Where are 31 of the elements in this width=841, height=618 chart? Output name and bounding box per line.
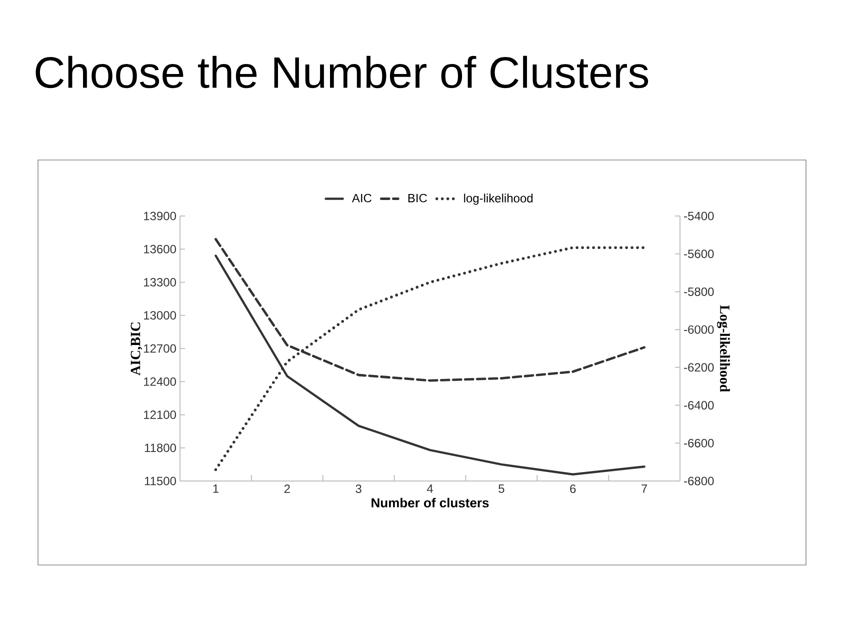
- y2-tick-label: -5400: [684, 212, 714, 220]
- y2-tick-label: -6400: [684, 401, 714, 410]
- chart-title: Choose the Number of Clusters: [36, 56, 648, 88]
- y-tick-label: 13900: [144, 212, 176, 220]
- y-tick-label: 11800: [144, 444, 176, 452]
- y-tick-label: 13000: [144, 311, 176, 320]
- y-tick-label: 11500: [144, 476, 176, 486]
- x-tick-label: 6: [570, 484, 576, 494]
- y-tick-label: 12100: [144, 410, 176, 419]
- y2-tick-label: -6000: [684, 325, 714, 334]
- legend-label: log-likelihood: [464, 194, 533, 205]
- y2-tick-label: -6800: [684, 476, 714, 486]
- legend-label: AIC: [352, 194, 372, 202]
- y-tick-label: 13600: [144, 244, 176, 254]
- x-tick-label: 3: [356, 484, 362, 494]
- y2-tick-label: -6600: [684, 438, 714, 448]
- y-tick-label: 13300: [144, 278, 176, 286]
- y-tick-label: 12400: [144, 377, 176, 386]
- x-tick-label: 5: [498, 484, 504, 493]
- x-tick-label: 7: [642, 484, 648, 493]
- x-axis-title: Number of clusters: [372, 498, 489, 508]
- legend-label: BIC: [408, 194, 427, 202]
- y2-axis-title: Log-likelihood: [717, 305, 730, 392]
- y2-tick-label: -6200: [684, 363, 714, 372]
- y-axis-title: AIC,BIC: [130, 322, 142, 376]
- x-tick-label: 4: [426, 484, 433, 493]
- y-tick-label: 12700: [144, 344, 176, 353]
- y2-tick-label: -5800: [684, 287, 714, 296]
- y2-tick-label: -5600: [684, 250, 714, 258]
- x-tick-label: 1: [213, 484, 218, 493]
- x-tick-label: 2: [284, 484, 290, 493]
